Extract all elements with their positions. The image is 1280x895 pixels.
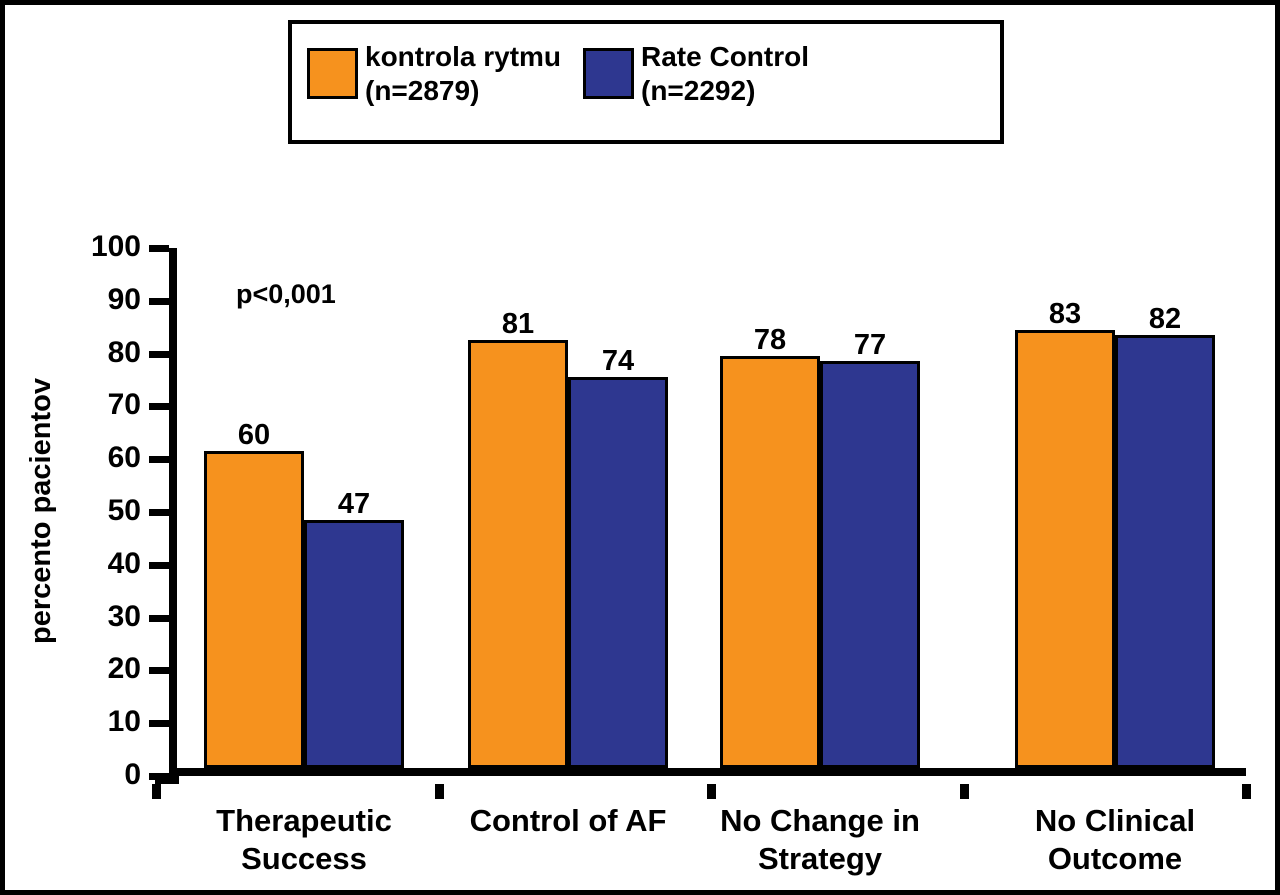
legend-n-rhythm-control: (n=2879) (365, 75, 480, 106)
bar-series0-group0 (204, 451, 304, 768)
y-axis-tick-label: 30 (107, 599, 141, 633)
legend-n-rate-control: (n=2292) (641, 75, 756, 106)
y-axis-tick-label: 70 (107, 388, 141, 422)
x-axis-category-label: Therapeutic Success (154, 802, 454, 878)
plot-area (169, 248, 1246, 776)
y-axis-tick-label: 10 (107, 705, 141, 739)
x-axis-tick (1242, 784, 1251, 799)
x-axis-category-label-line: No Clinical (1034, 803, 1196, 838)
bar-value-label: 81 (501, 308, 535, 341)
y-axis-tick (149, 773, 169, 780)
y-axis-tick (149, 350, 169, 358)
x-axis-baseline-extension (155, 776, 179, 784)
bar-series0-group3 (1015, 329, 1115, 768)
y-axis-tick (149, 297, 169, 305)
x-axis-category-label: Control of AF (418, 802, 718, 840)
x-axis-tick (960, 784, 969, 799)
y-axis-tick-label: 100 (90, 230, 141, 263)
bar-value-label: 60 (237, 419, 271, 452)
p-value-annotation: p<0,001 (236, 279, 336, 309)
x-axis-category-label-line: Strategy (757, 841, 883, 876)
y-axis-tick (149, 614, 169, 622)
x-axis-category-label-line: Outcome (1047, 841, 1183, 876)
y-axis-tick-label: 80 (107, 335, 141, 369)
y-axis-tick (149, 403, 169, 411)
y-axis-tick (149, 667, 169, 675)
bar-value-label: 74 (601, 345, 635, 378)
bar-value-label: 78 (753, 324, 787, 357)
x-axis-category-label-line: No Change in (720, 803, 920, 838)
y-axis-tick-label: 90 (107, 282, 141, 316)
x-axis-category-label: No Change in Strategy (670, 802, 970, 878)
y-axis-tick (149, 561, 169, 569)
legend: kontrola rytmu (n=2879) Rate Control (n=… (288, 20, 1004, 144)
bar-value-label: 82 (1148, 303, 1182, 336)
bar-series0-group1 (468, 340, 568, 768)
y-axis-tick-label: 20 (107, 652, 141, 686)
legend-swatch-rhythm-control (307, 48, 358, 99)
y-axis-tick (149, 456, 169, 464)
x-axis-tick (152, 784, 161, 799)
y-axis-tick-label: 50 (107, 494, 141, 527)
y-axis-tick (149, 509, 169, 516)
y-axis-tick-label: 40 (107, 546, 141, 580)
legend-label-rate-control: Rate Control (641, 41, 809, 72)
x-axis-category-label-line: Therapeutic (216, 803, 392, 838)
x-axis-category-label: No Clinical Outcome (965, 802, 1265, 878)
legend-swatch-rate-control (583, 48, 634, 99)
bar-series0-group2 (720, 356, 820, 768)
bar-value-label: 83 (1048, 297, 1082, 330)
y-axis-tick-label: 0 (124, 758, 141, 791)
y-axis-tick (149, 245, 169, 252)
bar-value-label: 47 (337, 487, 371, 520)
x-axis-category-label-line: Success (241, 841, 367, 876)
y-axis-tick-label: 60 (107, 441, 141, 475)
bar-value-label: 77 (853, 329, 887, 362)
x-axis-tick (707, 784, 716, 799)
x-axis-category-label-line: Control of AF (469, 803, 667, 838)
y-axis-tick (149, 720, 169, 728)
bar-series1-group1 (568, 377, 668, 768)
bar-series1-group0 (304, 519, 404, 768)
bar-series1-group3 (1115, 335, 1215, 768)
bar-series1-group2 (820, 361, 920, 768)
x-axis-tick (435, 784, 444, 799)
legend-label-rhythm-control: kontrola rytmu (365, 41, 562, 72)
